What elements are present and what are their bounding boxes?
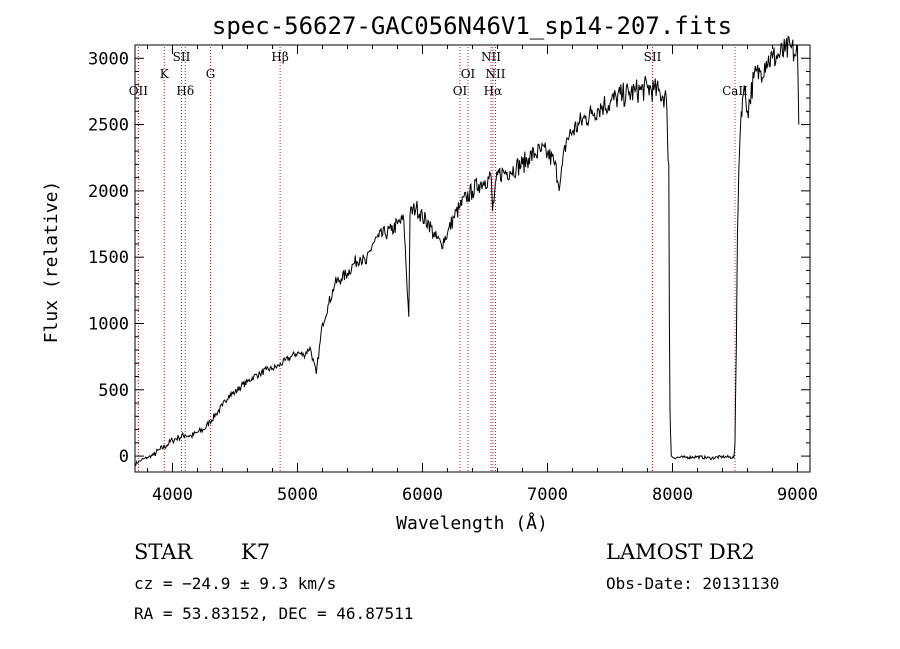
y-tick-label: 0 [119, 447, 129, 467]
axes: 4000 5000 6000 7000 8000 9000 0 500 1000 1500 2000… [88, 44, 818, 505]
y-tick-label: 1500 [88, 248, 129, 268]
line-mark-label: Hα [484, 84, 503, 98]
line-mark-label: Hβ [271, 50, 288, 64]
y-tick-label: 2500 [88, 116, 129, 136]
x-tick-label: 5000 [277, 485, 318, 505]
y-tick-label: 2000 [88, 182, 129, 202]
line-mark-label: OI [461, 67, 476, 81]
y-axis-label: Flux (relative) [41, 181, 62, 344]
plot-frame [134, 44, 811, 473]
line-mark-label: OII [129, 84, 149, 98]
line-mark-label: NII [481, 50, 501, 64]
line-mark-label: CaII [722, 84, 748, 98]
class-type: STAR [134, 540, 193, 564]
spectrum-line [134, 35, 800, 467]
x-tick-label: 7000 [527, 485, 568, 505]
series-layer [134, 35, 800, 467]
line-mark-label: NII [486, 67, 506, 81]
line-mark-label: SII [173, 50, 191, 64]
y-tick-label: 3000 [88, 49, 129, 69]
obs-date: Obs-Date: 20131130 [606, 574, 779, 593]
y-tick-label: 500 [98, 381, 129, 401]
cz-readout: cz = −24.9 ± 9.3 km/s [134, 574, 336, 593]
x-tick-label: 9000 [777, 485, 818, 505]
x-axis-label: Wavelength (Å) [396, 512, 548, 534]
line-mark-label: G [206, 67, 216, 81]
x-tick-label: 8000 [652, 485, 693, 505]
line-mark-label: OI [453, 84, 468, 98]
chart-title: spec-56627-GAC056N46V1_sp14-207.fits [212, 12, 732, 40]
x-tick-label: 6000 [402, 485, 443, 505]
line-mark-label: Hδ [176, 84, 194, 98]
line-mark-label: SII [644, 50, 662, 64]
ra-dec: RA = 53.83152, DEC = 46.87511 [134, 604, 413, 623]
survey-name: LAMOST DR2 [606, 540, 755, 564]
x-tick-label: 4000 [152, 485, 193, 505]
y-tick-label: 1000 [88, 314, 129, 334]
subclass: K7 [241, 540, 270, 564]
line-mark-label: K [160, 67, 170, 81]
